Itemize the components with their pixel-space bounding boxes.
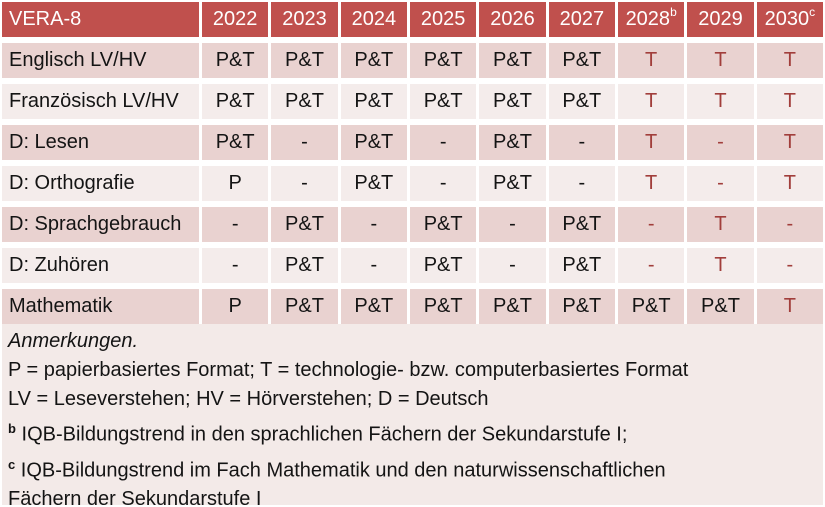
row-label: D: Orthografie	[2, 166, 199, 201]
value-cell: P&T	[340, 289, 407, 324]
value-cell: P	[202, 166, 269, 201]
note-footnote-marker: b	[8, 421, 16, 436]
value-cell: -	[618, 248, 685, 283]
value-cell: P&T	[202, 125, 269, 160]
value-cell: T	[687, 84, 754, 119]
value-cell: P&T	[271, 207, 338, 242]
column-header-2030: 2030 c	[756, 2, 823, 37]
value-cell: P&T	[479, 125, 546, 160]
note-line: Anmerkungen.	[8, 330, 139, 352]
value-cell: T	[618, 166, 685, 201]
value-cell: -	[548, 125, 615, 160]
value-cell: T	[756, 84, 823, 119]
value-cell: P&T	[340, 125, 407, 160]
value-cell: -	[410, 125, 477, 160]
vera8-schedule-table: VERA-8 2022 2023 2024 2025 2026 2027 2028 b 2029…	[2, 2, 823, 324]
value-cell: -	[479, 207, 546, 242]
note-line: LV = Leseverstehen; HV = Hörverstehen; D…	[8, 388, 489, 410]
row-label: Mathematik	[2, 289, 199, 324]
value-cell: T	[756, 289, 823, 324]
value-cell: -	[479, 248, 546, 283]
value-cell: T	[687, 207, 754, 242]
value-cell: -	[340, 207, 407, 242]
column-header-2029: 2029	[687, 2, 754, 37]
value-cell: P&T	[479, 289, 546, 324]
value-cell: P&T	[548, 289, 615, 324]
value-cell: P&T	[202, 84, 269, 119]
value-cell: P&T	[271, 43, 338, 78]
value-cell: -	[687, 125, 754, 160]
value-cell: T	[618, 84, 685, 119]
value-cell: -	[687, 166, 754, 201]
value-cell: -	[202, 207, 269, 242]
value-cell: P&T	[479, 43, 546, 78]
column-footnote-marker: b	[670, 5, 677, 19]
row-label: Englisch LV/HV	[2, 43, 199, 78]
value-cell: P&T	[548, 207, 615, 242]
column-footnote-marker: c	[809, 5, 816, 19]
value-cell: -	[756, 248, 823, 283]
value-cell: P&T	[271, 289, 338, 324]
value-cell: T	[618, 43, 685, 78]
value-cell: P&T	[410, 84, 477, 119]
value-cell: P	[202, 289, 269, 324]
column-header-2027: 2027	[548, 2, 615, 37]
value-cell: -	[271, 166, 338, 201]
column-header-2022: 2022	[202, 2, 269, 37]
value-cell: P&T	[340, 166, 407, 201]
value-cell: -	[410, 166, 477, 201]
table-title: VERA-8	[2, 2, 199, 37]
column-header-2028: 2028 b	[618, 2, 685, 37]
row-label: Französisch LV/HV	[2, 84, 199, 119]
value-cell: T	[756, 166, 823, 201]
value-cell: T	[618, 125, 685, 160]
value-cell: P&T	[410, 43, 477, 78]
table-notes: Anmerkungen. P = papierbasiertes Format; …	[2, 324, 823, 507]
value-cell: T	[756, 125, 823, 160]
value-cell: P&T	[548, 84, 615, 119]
value-cell: P&T	[479, 84, 546, 119]
value-cell: P&T	[410, 289, 477, 324]
row-label: D: Sprachgebrauch	[2, 207, 199, 242]
value-cell: P&T	[410, 207, 477, 242]
note-line: c IQB-Bildungstrend im Fach Mathematik u…	[8, 456, 666, 482]
value-cell: P&T	[410, 248, 477, 283]
value-cell: -	[618, 207, 685, 242]
value-cell: -	[548, 166, 615, 201]
column-header-2023: 2023	[271, 2, 338, 37]
row-label: D: Zuhören	[2, 248, 199, 283]
note-footnote-marker: c	[8, 456, 16, 472]
note-line: Fächern der Sekundarstufe I	[8, 488, 262, 507]
value-cell: P&T	[340, 84, 407, 119]
value-cell: T	[687, 248, 754, 283]
value-cell: -	[340, 248, 407, 283]
column-header-2025: 2025	[410, 2, 477, 37]
row-label: D: Lesen	[2, 125, 199, 160]
value-cell: T	[687, 43, 754, 78]
value-cell: P&T	[618, 289, 685, 324]
note-line: P = papierbasiertes Format; T = technolo…	[8, 359, 689, 381]
value-cell: -	[756, 207, 823, 242]
value-cell: P&T	[340, 43, 407, 78]
note-line: b IQB-Bildungstrend in den sprachlichen …	[8, 421, 628, 446]
value-cell: P&T	[548, 248, 615, 283]
column-header-2024: 2024	[340, 2, 407, 37]
value-cell: P&T	[202, 43, 269, 78]
value-cell: P&T	[271, 248, 338, 283]
column-header-2026: 2026	[479, 2, 546, 37]
value-cell: T	[756, 43, 823, 78]
value-cell: P&T	[271, 84, 338, 119]
value-cell: P&T	[687, 289, 754, 324]
value-cell: P&T	[548, 43, 615, 78]
value-cell: -	[202, 248, 269, 283]
value-cell: -	[271, 125, 338, 160]
value-cell: P&T	[479, 166, 546, 201]
